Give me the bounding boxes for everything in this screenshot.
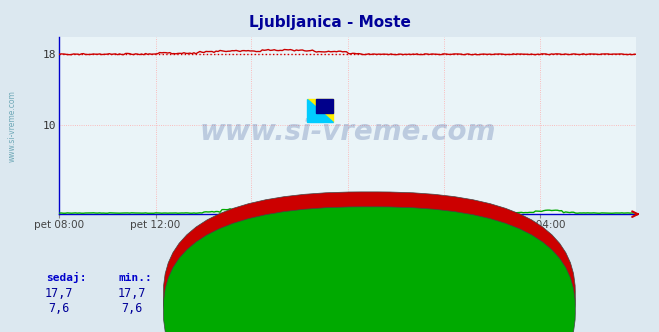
Text: pretok[m3/s]: pretok[m3/s] xyxy=(382,306,463,316)
Text: Ljubljanica - Moste: Ljubljanica - Moste xyxy=(248,15,411,30)
Text: Ljubljanica - Moste: Ljubljanica - Moste xyxy=(362,271,488,284)
Text: 7,6: 7,6 xyxy=(49,302,70,315)
Text: www.si-vreme.com: www.si-vreme.com xyxy=(8,90,17,162)
Text: 17,7: 17,7 xyxy=(45,287,74,300)
Text: maks.:: maks.: xyxy=(264,273,304,283)
Text: 7,6: 7,6 xyxy=(121,302,142,315)
Polygon shape xyxy=(316,99,333,113)
Polygon shape xyxy=(307,99,333,122)
Text: Slovenija / reke in morje.: Slovenija / reke in morje. xyxy=(242,219,417,229)
Text: povpr.:: povpr.: xyxy=(191,273,239,283)
Text: 8,2: 8,2 xyxy=(266,302,287,315)
Text: 18,0: 18,0 xyxy=(190,287,219,300)
Text: zadnji dan / 5 minut.: zadnji dan / 5 minut. xyxy=(258,236,401,246)
Text: 18,5: 18,5 xyxy=(262,287,291,300)
Text: 17,7: 17,7 xyxy=(117,287,146,300)
Text: 7,8: 7,8 xyxy=(194,302,215,315)
Text: temperatura[C]: temperatura[C] xyxy=(382,291,476,301)
Polygon shape xyxy=(307,99,333,122)
Text: www.si-vreme.com: www.si-vreme.com xyxy=(200,119,496,146)
Text: sedaj:: sedaj: xyxy=(46,272,86,283)
Text: min.:: min.: xyxy=(119,273,152,283)
Text: Meritve: povprečne  Enote: metrične  Črta: minmum: Meritve: povprečne Enote: metrične Črta:… xyxy=(177,251,482,263)
